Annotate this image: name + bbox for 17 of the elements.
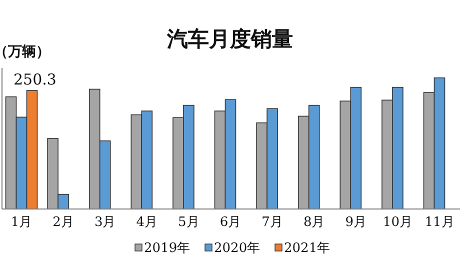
legend-label: 2020年	[214, 241, 260, 256]
x-tick-label: 5月	[178, 215, 200, 230]
x-tick-label: 11月	[424, 215, 454, 230]
x-tick-label: 7月	[262, 215, 283, 230]
x-tick-label: 6月	[220, 215, 242, 230]
x-tick-label: 2月	[52, 215, 74, 230]
data-label: 250.3	[14, 70, 56, 88]
x-tick-label: 10月	[382, 215, 412, 230]
y-axis-title: （万辆）	[0, 44, 50, 60]
x-tick-label: 9月	[345, 215, 367, 230]
chart-title: 汽车月度销量	[166, 26, 293, 51]
x-tick-label: 4月	[136, 215, 158, 230]
x-tick-label: 1月	[10, 215, 32, 230]
x-tick-label: 3月	[94, 215, 116, 230]
legend-label: 2021年	[284, 241, 330, 256]
legend-label: 2019年	[144, 241, 190, 256]
x-tick-label: 8月	[303, 215, 325, 230]
